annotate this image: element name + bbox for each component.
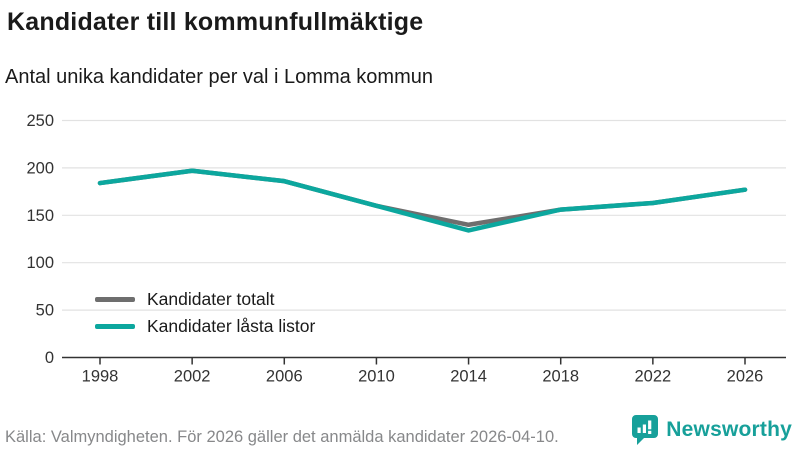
newsworthy-logo[interactable]: Newsworthy (631, 414, 792, 445)
svg-text:0: 0 (45, 349, 54, 367)
svg-text:2002: 2002 (174, 368, 211, 386)
chart-subtitle: Antal unika kandidater per val i Lomma k… (5, 66, 433, 88)
svg-text:2010: 2010 (358, 368, 395, 386)
legend-label-totalt: Kandidater totalt (147, 289, 275, 309)
svg-text:150: 150 (26, 207, 54, 225)
source-note: Källa: Valmyndigheten. För 2026 gäller d… (5, 428, 559, 446)
page-title: Kandidater till kommunfullmäktige (7, 8, 424, 36)
svg-text:2014: 2014 (450, 368, 487, 386)
newsworthy-bubble-chart-icon (632, 415, 659, 445)
svg-text:100: 100 (26, 254, 54, 272)
line-chart-canvas: 0 50 100 150 200 250 1998 2002 2006 2010 2014 2018 2… (26, 112, 786, 386)
legend-item-totalt: Kandidater totalt (95, 286, 315, 313)
legend-swatch-gray-line (95, 297, 135, 302)
legend-item-lasta-listor: Kandidater låsta listor (95, 313, 315, 340)
svg-text:250: 250 (26, 112, 54, 130)
svg-text:2022: 2022 (634, 368, 671, 386)
chart-legend: Kandidater totalt Kandidater låsta listo… (95, 286, 315, 340)
svg-text:200: 200 (26, 159, 54, 177)
legend-label-lasta-listor: Kandidater låsta listor (147, 316, 316, 336)
brand-name: Newsworthy (666, 417, 792, 441)
svg-text:2018: 2018 (542, 368, 579, 386)
legend-swatch-teal-line (95, 324, 135, 329)
svg-text:2026: 2026 (727, 368, 764, 386)
svg-text:1998: 1998 (82, 368, 119, 386)
svg-text:50: 50 (36, 302, 54, 320)
svg-text:2006: 2006 (266, 368, 303, 386)
